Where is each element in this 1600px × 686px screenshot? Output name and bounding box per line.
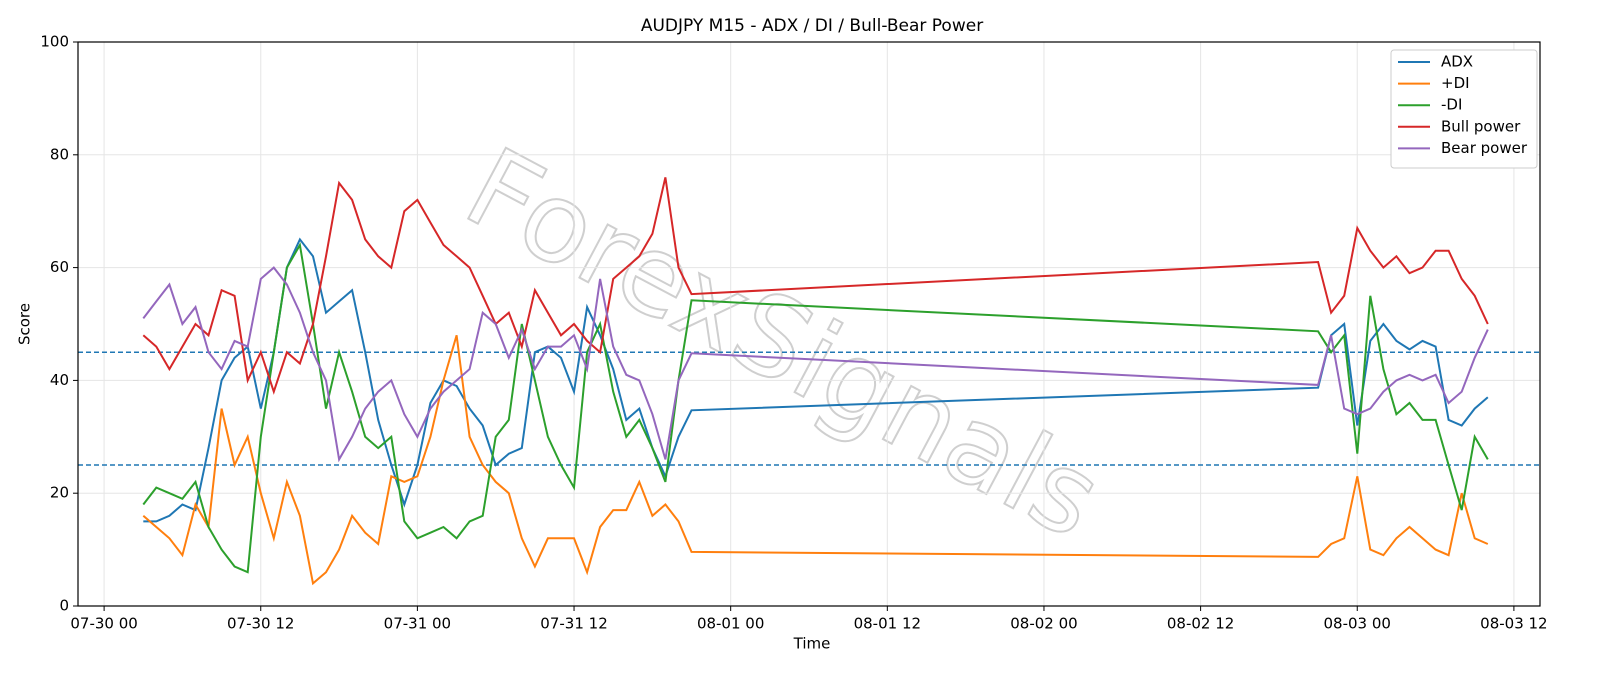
watermark: ForexSignals xyxy=(447,123,1121,563)
legend-box xyxy=(1390,49,1538,169)
x-tick-label: 07-30 00 xyxy=(70,615,137,633)
x-tick-label: 07-31 12 xyxy=(540,615,607,633)
chart-title: AUDJPY M15 - ADX / DI / Bull-Bear Power xyxy=(641,16,983,36)
x-tick-label: 08-03 00 xyxy=(1324,615,1391,633)
x-tick-label: 08-02 00 xyxy=(1010,615,1077,633)
legend-label: -DI xyxy=(1441,96,1462,114)
legend-label: Bear power xyxy=(1441,139,1528,157)
legend-label: +DI xyxy=(1441,74,1470,92)
line-series xyxy=(142,242,1489,574)
legend-label: Bull power xyxy=(1441,117,1521,135)
x-tick-label: 07-30 12 xyxy=(227,615,294,633)
plot-frame xyxy=(77,41,1541,607)
legend-label: ADX xyxy=(1441,53,1473,71)
line-series xyxy=(142,266,1489,463)
y-axis-label: Score xyxy=(16,303,34,345)
line-series xyxy=(142,335,1489,586)
x-tick-label: 07-31 00 xyxy=(384,615,451,633)
line-series xyxy=(143,237,1489,523)
y-tick-label: 100 xyxy=(40,33,69,51)
x-axis-label: Time xyxy=(793,635,831,653)
line-series xyxy=(142,177,1489,395)
y-tick-label: 60 xyxy=(50,258,69,276)
y-tick-label: 0 xyxy=(59,597,69,615)
x-tick-label: 08-02 12 xyxy=(1167,615,1234,633)
x-tick-label: 08-03 12 xyxy=(1480,615,1547,633)
y-tick-label: 20 xyxy=(50,484,69,502)
x-tick-label: 08-01 00 xyxy=(697,615,764,633)
y-tick-label: 40 xyxy=(50,371,69,389)
y-tick-label: 80 xyxy=(50,145,69,163)
x-tick-label: 08-01 12 xyxy=(854,615,921,633)
